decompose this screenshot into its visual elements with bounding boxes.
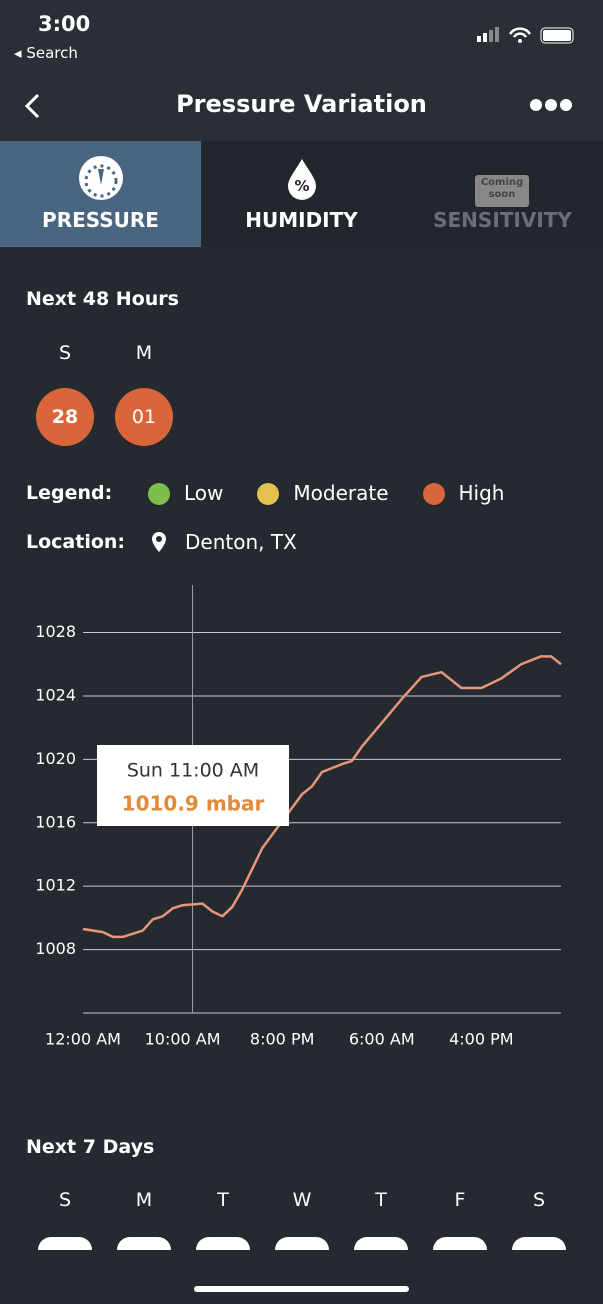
- x-tick-label: 4:00 PM: [449, 1030, 513, 1049]
- day-letter: M: [135, 342, 153, 364]
- tab-bar: [201, 141, 603, 247]
- location-value: Denton, TX: [185, 530, 297, 554]
- y-tick-label: 1008: [35, 939, 76, 958]
- chart: 1008 1012 1016 1020 1024 1028 12:00 AM 10:00 AM…: [35, 585, 562, 1049]
- location-pin: [152, 532, 166, 552]
- y-tick-label: 1020: [35, 749, 76, 768]
- day-circle[interactable]: 01: [115, 388, 173, 446]
- tab-label: SENSITIVITY: [433, 208, 572, 232]
- legend-label: Legend:: [26, 482, 113, 504]
- day-letter: F: [454, 1189, 466, 1211]
- day-circle[interactable]: [433, 1237, 487, 1250]
- day-circle[interactable]: 28: [36, 388, 94, 446]
- day-circle[interactable]: [117, 1237, 171, 1250]
- tab-label[interactable]: HUMIDITY: [245, 208, 358, 232]
- section-title: Next 48 Hours: [26, 288, 179, 310]
- coming-soon-badge: Coming soon: [475, 175, 529, 207]
- tooltip-value: 1010.9 mbar: [122, 792, 265, 816]
- x-tick-label: 8:00 PM: [250, 1030, 314, 1049]
- y-tick-label: 1016: [35, 812, 76, 831]
- tooltip: [97, 745, 289, 826]
- header: [0, 0, 603, 141]
- back-search[interactable]: ◂ Search: [14, 44, 78, 62]
- y-tick-label: 1012: [35, 876, 76, 895]
- status-time: 3:00: [38, 12, 91, 36]
- legend-dot: [422, 483, 445, 505]
- location-label: Location:: [26, 531, 126, 553]
- legend-dot: [148, 483, 170, 505]
- y-tick-label: 1024: [35, 685, 76, 704]
- pressure-icon: [79, 156, 123, 200]
- back-label: Search: [26, 44, 78, 62]
- day-letter: W: [292, 1189, 312, 1211]
- day-circle[interactable]: [196, 1237, 250, 1250]
- day-circle[interactable]: [354, 1237, 408, 1250]
- day-letter: M: [135, 1189, 153, 1211]
- tab-label: PRESSURE: [42, 208, 159, 232]
- legend-dot: [257, 483, 280, 505]
- tooltip-time: Sun 11:00 AM: [127, 760, 259, 782]
- day-letter: T: [375, 1189, 387, 1211]
- legend-text: Low: [184, 481, 224, 505]
- home-indicator: [194, 1286, 409, 1292]
- pressure-line: [82, 655, 562, 939]
- legend-text: Moderate: [293, 481, 389, 505]
- day-letter: T: [217, 1189, 229, 1211]
- back-arrow[interactable]: [22, 92, 46, 120]
- day-letter: S: [532, 1189, 546, 1211]
- svg-text:%: %: [294, 177, 309, 195]
- section-title: Next 7 Days: [26, 1136, 155, 1158]
- status-icons: [477, 27, 574, 44]
- nav-title: Pressure Variation: [176, 90, 427, 118]
- humidity-icon: %: [288, 159, 316, 200]
- more-menu[interactable]: [528, 96, 576, 114]
- x-tick-label: 6:00 AM: [349, 1030, 415, 1049]
- y-tick-label: 1028: [35, 622, 76, 641]
- x-tick-label: 10:00 AM: [145, 1030, 221, 1049]
- day-circle[interactable]: [38, 1237, 92, 1250]
- day-circle[interactable]: [275, 1237, 329, 1250]
- day-letter: S: [58, 342, 72, 364]
- legend-text: High: [458, 481, 505, 505]
- x-tick-label: 12:00 AM: [45, 1030, 121, 1049]
- day-letter: S: [58, 1189, 72, 1211]
- day-circle[interactable]: [512, 1237, 566, 1250]
